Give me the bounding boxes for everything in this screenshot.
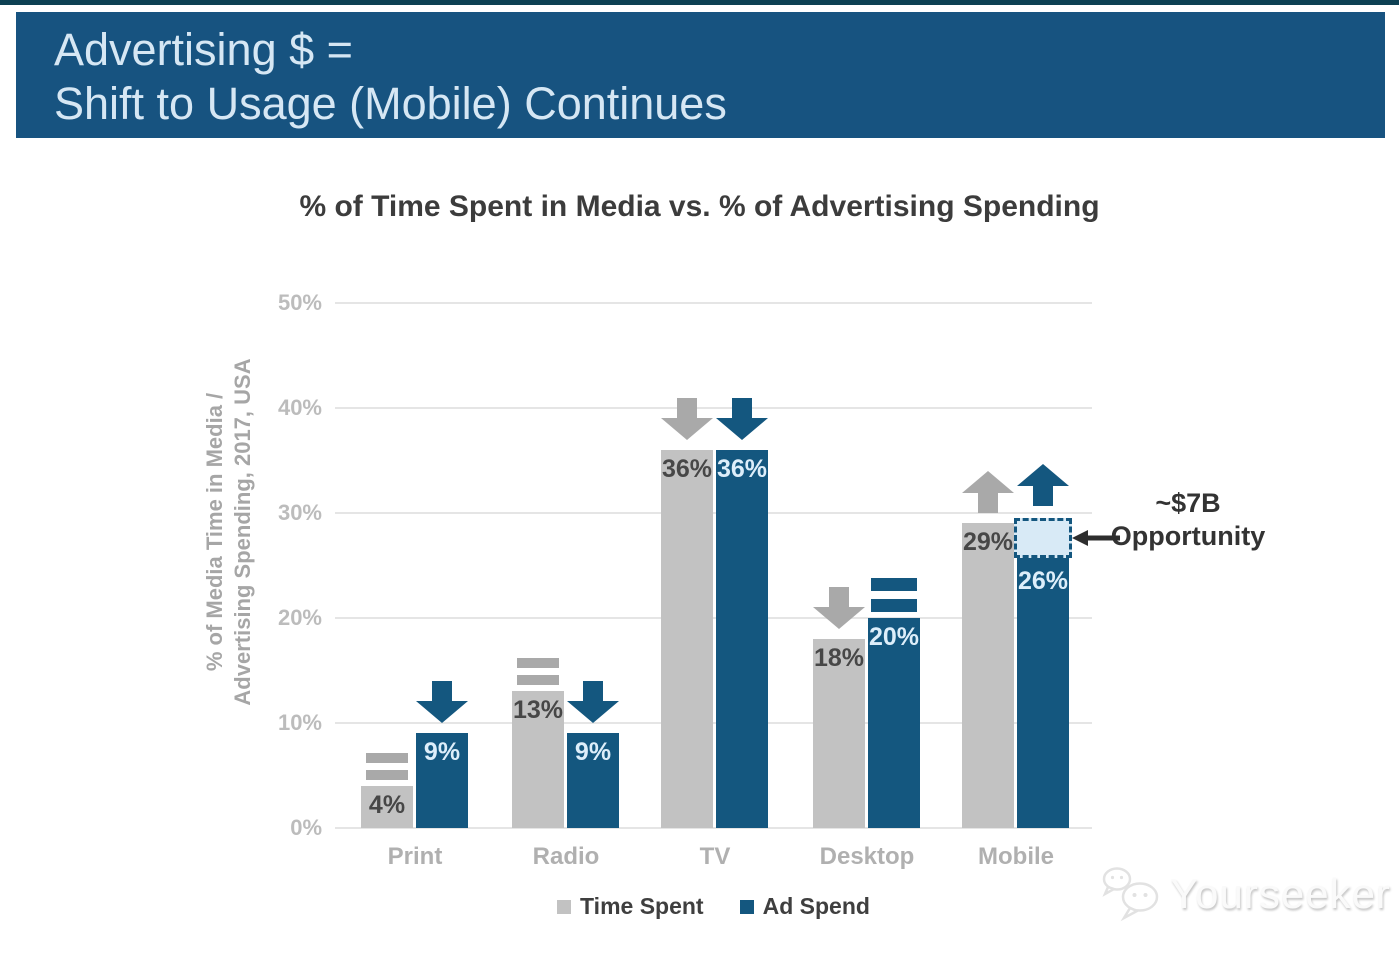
down-arrow-icon-desktop-time-spent xyxy=(813,587,865,629)
watermark: Yourseeker xyxy=(1100,866,1391,922)
down-arrow-icon-tv-time-spent xyxy=(661,398,713,440)
bar-value-label-desktop-time-spent: 18% xyxy=(813,644,865,672)
equal-sign-icon-print-time-spent xyxy=(366,753,408,780)
x-axis-label-print: Print xyxy=(387,843,443,870)
opportunity-annotation-line2: Opportunity xyxy=(1110,521,1266,551)
opportunity-annotation-line1: ~$7B xyxy=(1155,488,1221,518)
bar-value-label-print-time-spent: 4% xyxy=(368,791,406,819)
annotation-left-arrow-icon xyxy=(1072,530,1120,546)
gridline-50- xyxy=(335,302,1092,304)
bar-tv-ad-spend xyxy=(716,450,768,828)
equal-sign-icon-radio-time-spent xyxy=(517,658,559,685)
x-axis-label-mobile: Mobile xyxy=(978,843,1054,870)
down-arrow-icon-print-ad-spend xyxy=(416,681,468,723)
bar-value-label-print-ad-spend: 9% xyxy=(423,738,461,766)
bar-mobile-time-spent xyxy=(962,523,1014,828)
bar-value-label-mobile-ad-spend: 26% xyxy=(1017,567,1069,595)
legend: Time Spent Ad Spend xyxy=(335,893,1092,920)
bar-desktop-ad-spend xyxy=(868,618,920,828)
x-axis-label-radio: Radio xyxy=(532,843,600,870)
legend-swatch-time-spent xyxy=(557,899,572,914)
bar-value-label-tv-time-spent: 36% xyxy=(661,455,713,483)
y-tick-20-: 20% xyxy=(277,605,322,630)
legend-swatch-ad-spend xyxy=(739,899,754,914)
bar-value-label-radio-ad-spend: 9% xyxy=(574,738,612,766)
gridline-0- xyxy=(335,827,1092,829)
bar-tv-time-spent xyxy=(661,450,713,828)
title-banner: Advertising $ = Shift to Usage (Mobile) … xyxy=(16,12,1385,138)
bar-radio-time-spent xyxy=(512,691,564,828)
bar-value-label-desktop-ad-spend: 20% xyxy=(868,623,920,651)
bar-value-label-radio-time-spent: 13% xyxy=(512,696,564,724)
legend-label-time-spent: Time Spent xyxy=(580,893,704,919)
equal-stroke xyxy=(517,675,559,685)
bar-radio-ad-spend xyxy=(567,733,619,828)
equal-stroke xyxy=(366,770,408,780)
banner-title-line1: Advertising $ = xyxy=(54,24,353,75)
y-tick-0-: 0% xyxy=(290,815,322,840)
legend-label-ad-spend: Ad Spend xyxy=(762,893,870,919)
y-tick-10-: 10% xyxy=(277,710,322,735)
equal-stroke xyxy=(517,658,559,668)
down-arrow-icon-radio-ad-spend xyxy=(567,681,619,723)
y-tick-50-: 50% xyxy=(277,290,322,315)
gridline-30- xyxy=(335,512,1092,514)
opportunity-gap-box xyxy=(1014,518,1072,558)
y-tick-30-: 30% xyxy=(277,500,322,525)
up-arrow-icon-mobile-time-spent xyxy=(962,471,1014,513)
equal-stroke xyxy=(366,753,408,763)
gridline-20- xyxy=(335,617,1092,619)
chart-title: % of Time Spent in Media vs. % of Advert… xyxy=(299,190,1100,223)
bar-print-ad-spend xyxy=(416,733,468,828)
bar-value-label-tv-ad-spend: 36% xyxy=(716,455,768,483)
watermark-text: Yourseeker xyxy=(1170,870,1391,917)
x-axis-label-tv: TV xyxy=(699,843,731,870)
up-arrow-icon-mobile-ad-spend xyxy=(1017,464,1069,506)
y-tick-40-: 40% xyxy=(277,395,322,420)
wechat-icon xyxy=(1102,867,1159,922)
bar-desktop-time-spent xyxy=(813,639,865,828)
equal-stroke xyxy=(871,599,917,612)
opportunity-annotation: ~$7B Opportunity xyxy=(1108,487,1268,553)
legend-item-ad-spend: Ad Spend xyxy=(739,893,870,920)
equal-stroke xyxy=(871,578,917,591)
legend-item-time-spent: Time Spent xyxy=(557,893,704,920)
down-arrow-icon-tv-ad-spend xyxy=(716,398,768,440)
bar-mobile-ad-spend xyxy=(1017,555,1069,828)
top-strip xyxy=(0,0,1399,5)
gridline-10- xyxy=(335,722,1092,724)
bar-print-time-spent xyxy=(361,786,413,828)
banner-title-line2: Shift to Usage (Mobile) Continues xyxy=(54,78,727,129)
x-axis-label-desktop: Desktop xyxy=(819,843,915,870)
equal-sign-icon-desktop-ad-spend xyxy=(871,578,917,612)
bar-value-label-mobile-time-spent: 29% xyxy=(962,528,1014,556)
gridline-40- xyxy=(335,407,1092,409)
